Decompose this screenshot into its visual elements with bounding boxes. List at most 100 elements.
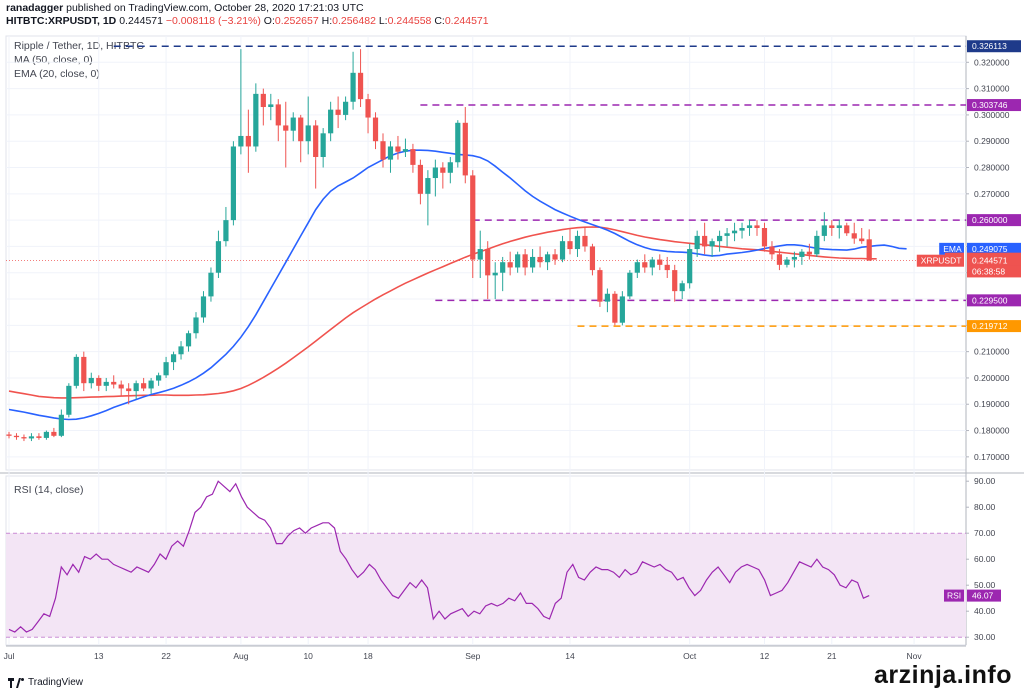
candle-up — [679, 283, 685, 292]
rsi-tick-label: 70.00 — [974, 528, 996, 538]
time-tick-label: 13 — [94, 651, 104, 661]
tradingview-logo[interactable]: TradingView — [8, 677, 83, 688]
candle-down — [567, 241, 573, 250]
ma-legend: MA (50, close, 0) — [14, 54, 93, 66]
time-tick-label: 14 — [565, 651, 575, 661]
candle-up — [223, 220, 229, 242]
candle-up — [185, 333, 192, 347]
rsi-band-layer — [6, 532, 966, 638]
candle-up — [387, 146, 394, 160]
candle-up — [574, 235, 581, 250]
price-tag-box — [967, 242, 1021, 255]
candle-down — [313, 125, 319, 157]
candle-up — [170, 354, 177, 363]
tradingview-icon — [8, 677, 24, 688]
rsi-tag-name-box — [944, 589, 964, 602]
candle-up — [627, 272, 633, 297]
candle-down — [126, 388, 132, 392]
candle-down — [589, 246, 596, 271]
candle-down — [410, 149, 416, 165]
candle-up — [156, 375, 162, 381]
site-watermark: arzinja.info — [874, 661, 1012, 689]
candle-down — [81, 356, 87, 384]
level-tag-label: 0.219712 — [972, 321, 1008, 331]
chart-title: Ripple / Tether, 1D, HITBTC — [14, 40, 144, 52]
candle-up — [447, 162, 453, 173]
candle-up — [290, 117, 296, 131]
price-tick-label: 0.200000 — [974, 373, 1010, 383]
candle-down — [51, 431, 57, 436]
level-tag-label: 0.326113 — [972, 41, 1007, 51]
price-tag-name: EMA — [943, 244, 962, 254]
tradingview-brand: TradingView — [28, 677, 84, 688]
candle-down — [13, 435, 20, 438]
level-tag — [967, 40, 1021, 53]
rsi-tick-label: 90.00 — [974, 476, 996, 486]
rsi-tag-box — [967, 589, 1001, 602]
candle-up — [238, 135, 244, 147]
price-change: −0.008118 (−3.21%) — [165, 15, 261, 27]
candle-up — [178, 346, 184, 355]
candle-up — [163, 362, 169, 376]
candle-up — [814, 235, 820, 255]
rsi-band — [6, 533, 966, 638]
candle-up — [687, 249, 693, 284]
level-tag — [967, 294, 1021, 307]
candle-up — [619, 296, 625, 323]
time-tick-label: 18 — [363, 651, 373, 661]
price-tick-label: 0.320000 — [974, 57, 1010, 67]
level-lines-layer — [6, 45, 966, 327]
price-tick-label: 0.170000 — [974, 452, 1010, 462]
time-tick-label: Jul — [4, 651, 15, 661]
candle-down — [866, 239, 872, 261]
candle-up — [200, 296, 207, 318]
level-tag-label: 0.303746 — [972, 100, 1008, 110]
candle-up — [492, 272, 498, 276]
rsi-legend: RSI (14, close) — [14, 484, 84, 496]
candle-up — [604, 293, 610, 302]
candles-layer — [6, 49, 872, 442]
candle-down — [507, 262, 513, 268]
candle-up — [717, 235, 723, 242]
candle-up — [73, 356, 79, 386]
price-tick-label: 0.210000 — [974, 347, 1010, 357]
candle-down — [844, 225, 850, 234]
price-tick-label: 0.300000 — [974, 110, 1010, 120]
candle-up — [66, 385, 72, 415]
candle-down — [485, 249, 491, 276]
candle-up — [821, 225, 827, 236]
candle-up — [350, 72, 356, 102]
level-tag — [967, 320, 1021, 333]
candle-up — [455, 122, 461, 163]
candle-up — [28, 436, 35, 439]
last-price: 0.244571 — [119, 15, 163, 27]
open-label: O: — [263, 15, 275, 27]
publish-header: ranadagger published on TradingView.com,… — [6, 2, 489, 28]
candle-down — [6, 434, 12, 436]
price-tag-name-box — [939, 242, 964, 255]
candle-up — [43, 431, 49, 438]
price-tick-label: 0.310000 — [974, 84, 1010, 94]
candle-down — [21, 437, 27, 439]
candle-up — [694, 235, 700, 250]
candle-up — [634, 262, 640, 273]
price-tag-value: 06:38:58 — [972, 266, 1005, 276]
candle-down — [537, 256, 543, 263]
candle-up — [649, 259, 655, 268]
price-tag-value: 0.244571 — [972, 256, 1008, 266]
candle-down — [470, 175, 476, 260]
candle-up — [724, 233, 730, 236]
candle-up — [88, 377, 94, 384]
price-tick-label: 0.290000 — [974, 136, 1010, 146]
candle-up — [193, 317, 199, 334]
publish-info: published on TradingView.com, October 28… — [66, 2, 364, 14]
candle-down — [664, 264, 670, 271]
candle-up — [133, 383, 139, 392]
level-tag — [967, 99, 1021, 112]
candle-up — [425, 178, 431, 194]
candle-up — [836, 225, 842, 229]
time-tick-label: 22 — [161, 651, 171, 661]
price-tag-name-box — [916, 254, 964, 267]
rsi-tick-label: 30.00 — [974, 632, 996, 642]
